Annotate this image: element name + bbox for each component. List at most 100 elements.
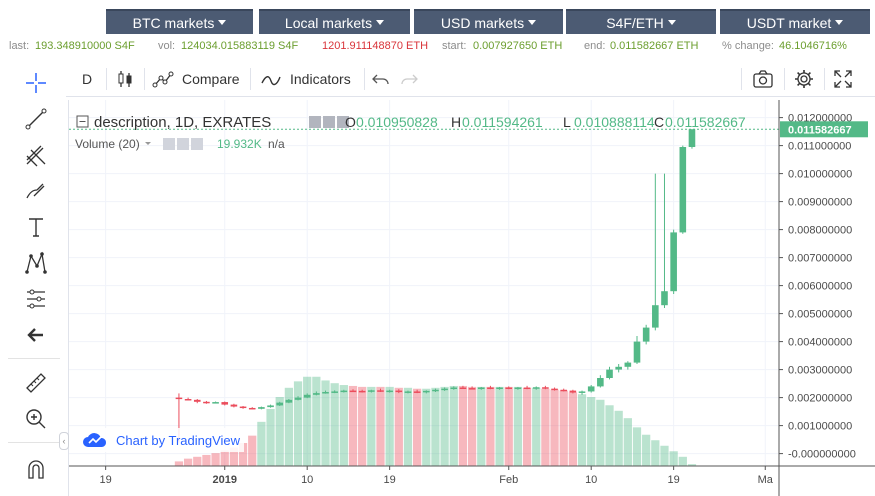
magnet-tool[interactable] [18, 454, 54, 484]
trend-line-icon [25, 108, 47, 130]
brush-tool[interactable] [18, 176, 54, 206]
change-label: % change: [722, 40, 774, 52]
tradingview-badge[interactable]: Chart by TradingView [82, 428, 245, 452]
volume-bar [559, 390, 568, 466]
tab-btc-markets[interactable]: BTC markets [106, 9, 253, 34]
undo-icon [372, 74, 389, 85]
candle-body [358, 390, 366, 393]
volume-bar [642, 434, 651, 466]
crosshair-tool[interactable] [18, 68, 54, 98]
fullscreen-button[interactable] [832, 66, 854, 92]
gear-icon[interactable] [323, 116, 335, 128]
collapse-handle[interactable]: ‹ [59, 432, 69, 450]
x-tick-label: 19 [100, 474, 112, 486]
caret-down-icon [218, 20, 227, 25]
tab-local-markets[interactable]: Local markets [259, 9, 410, 34]
o-value: 0.010950828 [356, 114, 438, 130]
fullscreen-icon [834, 70, 852, 88]
screenshot-button[interactable] [752, 66, 774, 92]
gear-icon[interactable] [177, 138, 189, 150]
x-tick-label: 10 [585, 474, 597, 486]
y-tick-label: 0.002000000 [788, 393, 852, 405]
pattern-tool[interactable] [18, 248, 54, 278]
l-value: 0.010888114 [574, 114, 655, 130]
candle-body [642, 327, 650, 342]
chevron-down-icon[interactable] [145, 142, 151, 145]
eye-icon[interactable] [163, 138, 175, 150]
toolbar-divider [784, 68, 785, 90]
volume-bar [284, 387, 293, 466]
y-tick-label: 0.004000000 [788, 337, 852, 349]
volume-bar [568, 392, 577, 466]
chart-area[interactable]: 0.012000000 0.011000000 0.010000000 0.00900… [68, 100, 875, 496]
price-chart[interactable]: 0.0120000000.0110000000.0100000000.00900… [69, 100, 875, 496]
volume-bar [303, 376, 312, 466]
tab-usd-markets[interactable]: USD markets [414, 9, 563, 34]
vol-label: vol: [158, 40, 176, 52]
candle-body [386, 390, 393, 393]
interval-button[interactable]: D [82, 66, 92, 92]
x-tick-label: Feb [499, 474, 518, 486]
candle-body [276, 402, 284, 406]
candle-body [395, 390, 403, 393]
volume-bar [275, 397, 284, 466]
last-price-tag [780, 121, 868, 138]
tab-label: USDT market [746, 14, 832, 31]
pattern-icon [25, 251, 47, 274]
volume-bar [541, 388, 550, 466]
eye-icon[interactable] [309, 116, 321, 128]
candle-body [294, 397, 302, 400]
c-label: C [654, 114, 664, 130]
chart-type-button[interactable] [114, 66, 136, 92]
vol-eth-value: 1201.911148870 ETH [322, 40, 429, 52]
volume-bar [174, 461, 184, 466]
c-value: 0.011582667 [665, 114, 746, 130]
close-icon[interactable] [337, 116, 349, 128]
last-price-label: 0.011582667 [788, 124, 852, 136]
redo-button[interactable] [398, 66, 420, 92]
volume-bar [477, 386, 486, 466]
volume-bar [403, 387, 413, 466]
candle-body [624, 362, 632, 367]
volume-bar [614, 410, 623, 466]
settings-button[interactable] [793, 66, 815, 92]
candle-body [313, 393, 320, 395]
toolbar-divider [106, 68, 107, 90]
volume-bar [367, 386, 376, 466]
compare-button[interactable]: Compare [152, 66, 240, 92]
text-tool[interactable] [18, 212, 54, 242]
ruler-tool[interactable] [18, 368, 54, 398]
toolbar-divider [144, 68, 145, 90]
volume-bar [458, 385, 468, 466]
cloud-chart-icon [83, 433, 107, 447]
hide-toolbar-button[interactable] [18, 320, 54, 350]
y-tick-label: 0.008000000 [788, 225, 852, 237]
y-tick-label: 0.009000000 [788, 197, 852, 209]
volume-bar [486, 386, 495, 466]
tab-s4f-eth[interactable]: S4F/ETH [566, 9, 716, 34]
volume-ma-value: n/a [268, 137, 285, 151]
volume-bar [577, 394, 587, 466]
toolbar-divider [8, 358, 60, 359]
trend-line-tool[interactable] [18, 104, 54, 134]
pitchfork-icon [26, 145, 46, 167]
measure-tool[interactable] [18, 284, 54, 314]
undo-button[interactable] [370, 66, 392, 92]
volume-bar [651, 440, 660, 466]
candle-body [542, 387, 549, 389]
volume-bar [678, 456, 687, 466]
volume-bar [605, 405, 614, 466]
zoom-tool[interactable] [18, 404, 54, 434]
volume-bar [376, 386, 385, 466]
close-icon[interactable] [191, 138, 203, 150]
indicators-button[interactable]: Indicators [260, 66, 351, 92]
redo-icon [401, 74, 418, 85]
candle-body [652, 305, 659, 328]
candle-body [615, 366, 622, 370]
pitchfork-tool[interactable] [18, 140, 54, 170]
tab-usdt-market[interactable]: USDT market [720, 9, 870, 34]
toolbar-divider [250, 68, 251, 90]
volume-legend-title: Volume (20) [75, 137, 140, 151]
candle-body [331, 391, 338, 393]
volume-bar [211, 453, 220, 466]
